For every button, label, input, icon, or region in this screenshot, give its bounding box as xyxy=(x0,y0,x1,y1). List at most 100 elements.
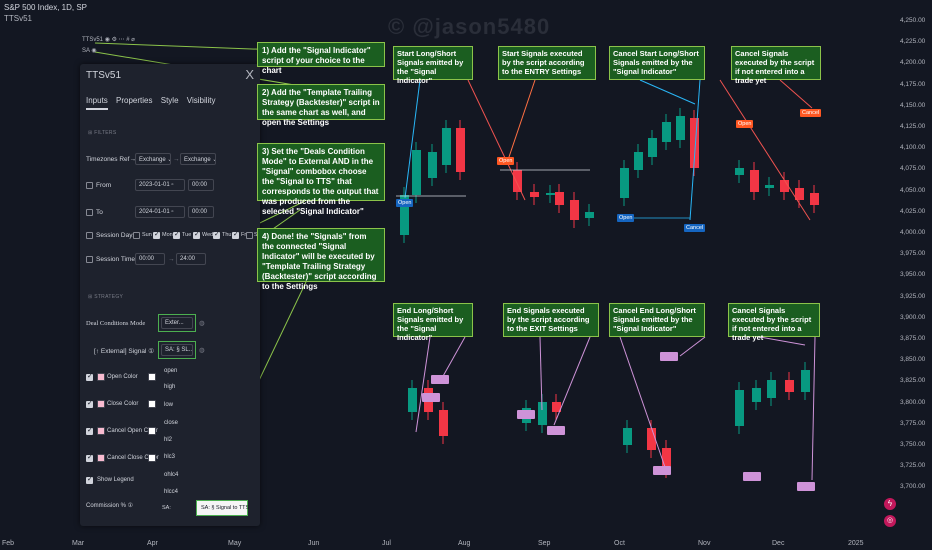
open-color-checkbox[interactable] xyxy=(86,372,93,381)
candle-body xyxy=(585,212,594,218)
time-tick: Apr xyxy=(147,540,158,547)
day-sun-checkbox[interactable] xyxy=(133,232,140,239)
dropdown-option-hl2[interactable]: hl2 xyxy=(164,437,173,443)
price-tick: 3,850.00 xyxy=(900,356,926,364)
time-tick: Aug xyxy=(458,540,471,547)
section-filters: ⊞ FILTERS xyxy=(88,130,117,136)
day-mon-checkbox[interactable] xyxy=(153,230,160,239)
day-mon-label: Mon xyxy=(162,232,173,238)
day-fri-checkbox[interactable] xyxy=(232,230,239,239)
session-start-input[interactable]: 00:00 xyxy=(135,253,165,265)
close-color-swatch-2[interactable] xyxy=(148,400,156,408)
close-icon[interactable]: X xyxy=(245,67,254,82)
price-tick: 3,825.00 xyxy=(900,377,926,385)
open-color-swatch[interactable] xyxy=(97,373,105,381)
to-time-input[interactable]: 00:00 xyxy=(188,206,214,218)
cancel-open-color-checkbox[interactable] xyxy=(86,426,93,435)
indicator-row-2[interactable]: SA ◉ xyxy=(82,47,97,54)
candle-body xyxy=(780,180,789,192)
eye-icon[interactable]: ◉ ⚙ ⋯ # ⌀ xyxy=(104,37,135,43)
price-tick: 4,150.00 xyxy=(900,101,926,109)
indicator-row-1[interactable]: TTSv51 ◉ ⚙ ⋯ # ⌀ xyxy=(82,36,135,43)
show-legend-checkbox[interactable] xyxy=(86,475,93,484)
to-date-input[interactable]: 2024-01-01 ▫ xyxy=(135,206,185,218)
from-label: From xyxy=(96,182,112,189)
note-cancel-executed-1: Cancel Signals executed by the script if… xyxy=(731,46,821,85)
dropdown-selected-option[interactable]: SA: § Signal to TTS xyxy=(201,505,250,511)
candle-body xyxy=(412,150,421,195)
session-days-checkbox[interactable] xyxy=(86,232,93,239)
settings-dialog[interactable]: TTSv51 X Inputs Properties Style Visibil… xyxy=(80,64,260,526)
signal-info-icon[interactable]: ◍ xyxy=(199,347,205,354)
timezone-to-select[interactable]: Exchange ⌄ xyxy=(180,153,216,165)
candle-body xyxy=(570,200,579,220)
end-signal-marker xyxy=(547,426,565,435)
price-tick: 3,925.00 xyxy=(900,292,926,300)
annotation-arrow xyxy=(639,79,696,105)
deal-mode-select[interactable]: Exter... xyxy=(161,317,193,329)
dropdown-option-hlcc4[interactable]: hlcc4 xyxy=(164,489,179,495)
cancel-close-color-swatch[interactable] xyxy=(97,454,105,462)
annotation-arrow xyxy=(719,79,811,221)
day-sat-checkbox[interactable] xyxy=(246,232,253,239)
session-dash: → xyxy=(168,256,175,263)
cancel-open-color-swatch-2[interactable] xyxy=(148,427,156,435)
open-color-swatch-2[interactable] xyxy=(148,373,156,381)
price-tick: 4,000.00 xyxy=(900,229,926,236)
indicator-name-2: SA xyxy=(82,48,90,54)
signal-label: [↑ External] Signal ① xyxy=(94,348,155,355)
annotation-arrow xyxy=(441,336,466,379)
from-date-input[interactable]: 2023-01-01 ▫ xyxy=(135,179,185,191)
close-color-swatch[interactable] xyxy=(97,400,105,408)
end-signal-marker xyxy=(517,410,535,419)
close-color-checkbox[interactable] xyxy=(86,399,93,408)
cancel-close-color-swatch-2[interactable] xyxy=(148,454,156,462)
candle-body xyxy=(810,193,819,205)
from-time-input[interactable]: 00:00 xyxy=(188,179,214,191)
eye-icon-2[interactable]: ◉ xyxy=(91,48,97,54)
tab-visibility[interactable]: Visibility xyxy=(186,96,216,105)
tab-properties[interactable]: Properties xyxy=(116,96,153,105)
day-tue-label: Tue xyxy=(182,232,192,238)
candle-body xyxy=(690,118,699,168)
alert-icon[interactable]: ϟ xyxy=(884,498,896,510)
strategy-short-label: TTSv51 xyxy=(4,14,33,23)
annotation-arrow xyxy=(689,79,701,221)
dropdown-option-close[interactable]: close xyxy=(164,420,179,426)
dialog-title: TTSv51 xyxy=(86,70,122,81)
annotation-arrow xyxy=(619,336,667,471)
day-wed-checkbox[interactable] xyxy=(193,230,200,239)
note-end-emitted: End Long/Short Signals emitted by the "S… xyxy=(393,303,473,342)
strategy-icon[interactable]: ◎ xyxy=(884,515,896,527)
day-tue-checkbox[interactable] xyxy=(173,230,180,239)
session-end-input[interactable]: 24:00 xyxy=(176,253,206,265)
dropdown-option-low[interactable]: low xyxy=(164,402,174,408)
dropdown-option-ohlc4[interactable]: ohlc4 xyxy=(164,472,179,478)
cancel-close-color-checkbox[interactable] xyxy=(86,453,93,462)
candle-body xyxy=(530,192,539,197)
end-signal-marker xyxy=(653,466,671,475)
day-thu-checkbox[interactable] xyxy=(213,230,220,239)
tab-style[interactable]: Style xyxy=(160,96,179,105)
session-time-checkbox[interactable] xyxy=(86,256,93,263)
open-color-label: Open Color xyxy=(107,374,138,380)
price-tick: 4,175.00 xyxy=(900,80,926,88)
dropdown-option-hlc3[interactable]: hlc3 xyxy=(164,454,176,460)
end-signal-marker xyxy=(660,352,678,361)
deal-mode-info-icon[interactable]: ◍ xyxy=(199,320,205,327)
time-tick: Jun xyxy=(308,540,320,547)
from-checkbox[interactable] xyxy=(86,182,93,189)
show-legend-label: Show Legend xyxy=(97,477,134,483)
timezone-from-select[interactable]: Exchange ⌄ xyxy=(135,153,171,165)
signal-select[interactable]: SA: § SL... xyxy=(161,344,193,356)
symbol-title: S&P 500 Index, 1D, SP xyxy=(4,3,88,12)
cancel-open-color-swatch[interactable] xyxy=(97,427,105,435)
tab-inputs[interactable]: Inputs xyxy=(86,96,108,110)
dropdown-option-high[interactable]: high xyxy=(164,384,176,390)
note-cancel-start-emitted: Cancel Start Long/Short Signals emitted … xyxy=(609,46,705,80)
dropdown-option-open[interactable]: open xyxy=(164,368,178,374)
candle-body xyxy=(400,195,409,235)
to-checkbox[interactable] xyxy=(86,209,93,216)
price-tick: 3,700.00 xyxy=(900,483,926,491)
price-tick: 3,975.00 xyxy=(900,250,926,258)
